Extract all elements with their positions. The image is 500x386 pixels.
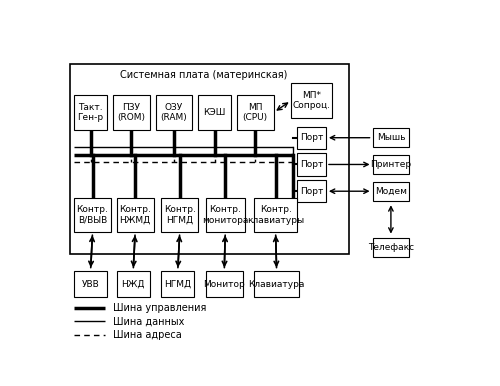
Bar [74, 271, 107, 298]
Bar [162, 198, 198, 232]
Bar [254, 271, 299, 298]
Text: Порт: Порт [300, 133, 323, 142]
Bar [162, 271, 194, 298]
Bar [254, 198, 297, 232]
Text: Контр.
клавиатуры: Контр. клавиатуры [247, 205, 304, 225]
Text: МП*
Сопроц.: МП* Сопроц. [292, 91, 331, 110]
Text: Принтер: Принтер [370, 160, 412, 169]
Text: Телефакс: Телефакс [368, 243, 414, 252]
Text: Шина данных: Шина данных [113, 316, 184, 326]
Bar [198, 95, 231, 130]
Text: КЭШ: КЭШ [204, 108, 226, 117]
Text: НЖД: НЖД [122, 279, 145, 289]
Text: Шина адреса: Шина адреса [113, 330, 182, 340]
Text: Системная плата (материнская): Системная плата (материнская) [120, 69, 288, 80]
Text: Шина управления: Шина управления [113, 303, 206, 313]
Text: УВВ: УВВ [82, 279, 100, 289]
Text: Мышь: Мышь [376, 133, 405, 142]
Text: ПЗУ
(ROM): ПЗУ (ROM) [118, 103, 146, 122]
Text: ОЗУ
(RAM): ОЗУ (RAM) [160, 103, 188, 122]
Text: Контр.
монитора: Контр. монитора [202, 205, 248, 225]
Bar [206, 198, 244, 232]
Text: Контр.
НЖМД: Контр. НЖМД [119, 205, 151, 225]
Bar [117, 271, 150, 298]
Bar [372, 128, 410, 147]
Text: Клавиатура: Клавиатура [248, 279, 305, 289]
Bar [74, 198, 111, 232]
Bar [237, 95, 274, 130]
Bar [291, 83, 332, 118]
Text: Контр.
НГМД: Контр. НГМД [164, 205, 196, 225]
Bar [70, 64, 349, 254]
Text: Порт: Порт [300, 160, 323, 169]
Bar [372, 238, 410, 257]
Bar [117, 198, 154, 232]
Bar [297, 153, 326, 176]
Text: Монитор: Монитор [204, 279, 245, 289]
Text: Контр.
В/ВЫВ: Контр. В/ВЫВ [76, 205, 108, 225]
Bar [372, 155, 410, 174]
Text: МП
(CPU): МП (CPU) [242, 103, 268, 122]
Text: Порт: Порт [300, 187, 323, 196]
Text: Такт.
Ген-р: Такт. Ген-р [78, 103, 104, 122]
Text: Модем: Модем [375, 187, 407, 196]
Bar [113, 95, 150, 130]
Bar [74, 95, 107, 130]
Bar [297, 180, 326, 202]
Bar [372, 181, 410, 201]
Bar [206, 271, 242, 298]
Text: НГМД: НГМД [164, 279, 192, 289]
Bar [297, 127, 326, 149]
Bar [156, 95, 192, 130]
